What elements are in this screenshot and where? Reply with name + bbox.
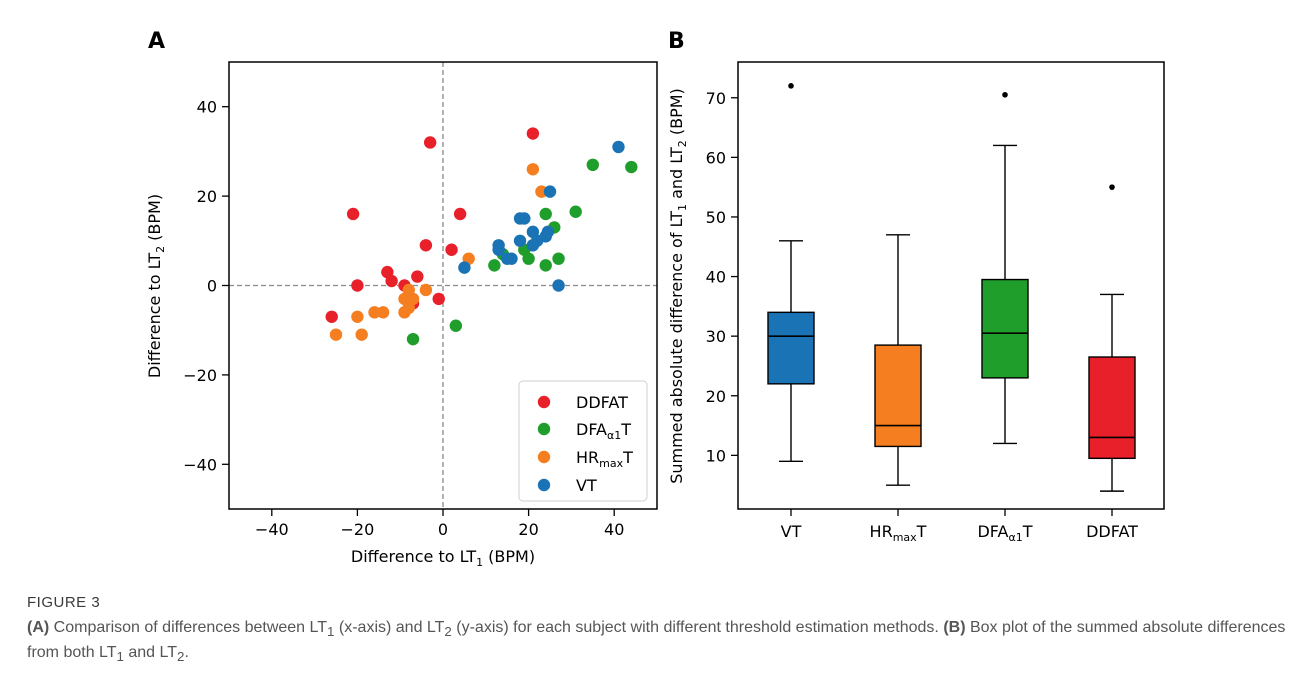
box-category-label: VT: [781, 522, 802, 541]
scatter-point: [586, 158, 599, 172]
y-tick-label: 40: [197, 98, 217, 117]
scatter-point: [513, 234, 527, 247]
scatter-point: [552, 279, 565, 292]
scatter-point: [492, 243, 505, 256]
scatter-point: [569, 205, 582, 218]
outlier-point: [788, 83, 794, 89]
scatter-point: [406, 292, 420, 306]
scatter-point: [535, 185, 548, 198]
scatter-point: [526, 163, 540, 176]
scatter-point: [445, 243, 458, 256]
scatter-point: [368, 306, 381, 319]
scatter-point: [539, 259, 552, 272]
scatter-point: [488, 259, 501, 272]
panel-label-a: A: [148, 29, 165, 54]
legend-marker: [537, 395, 551, 409]
scatter-point: [385, 274, 398, 288]
scatter-point: [526, 127, 540, 140]
outlier-point: [1002, 91, 1008, 98]
y-tick-label: −20: [183, 366, 217, 385]
box-category-label: DDFAT: [1086, 522, 1138, 541]
scatter-point: [432, 292, 445, 306]
legend-marker: [537, 422, 551, 436]
scatter-point: [449, 319, 463, 332]
scatter-point: [543, 185, 557, 198]
scatter-point: [541, 225, 555, 239]
y-tick-label: 20: [197, 187, 217, 206]
box-panel: VT HRmaxT DFAα1T DDFAT 10 20 30 40 50 60 70: [706, 61, 1165, 544]
legend-label: DFAα1T: [576, 420, 631, 442]
y-tick-label: 30: [706, 327, 726, 346]
y-tick-label: 10: [706, 446, 726, 465]
x-tick-label: −40: [255, 520, 289, 539]
scatter-point: [351, 310, 364, 323]
y-tick-label: 60: [706, 148, 726, 167]
scatter-point: [505, 252, 518, 265]
caption-text: (A) Comparison of differences between LT…: [27, 619, 1286, 665]
y-tick-label: 40: [706, 268, 726, 287]
scatter-point: [355, 328, 368, 341]
legend-marker: [537, 478, 551, 492]
figure: A B −40 −20 0 20 40 −40 −20 0 20 40 Difference to…: [145, 29, 1165, 569]
box: [981, 278, 1029, 379]
scatter-y-axis-label: Difference to LT2 (BPM): [145, 194, 167, 378]
scatter-point: [612, 140, 625, 154]
box: [767, 311, 815, 385]
y-tick-label: 50: [706, 208, 726, 227]
x-tick-label: 20: [518, 520, 538, 539]
x-tick-label: −20: [341, 520, 375, 539]
scatter-point: [625, 160, 638, 174]
scatter-point: [351, 279, 364, 292]
box: [1088, 356, 1136, 460]
scatter-point: [539, 207, 552, 221]
box: [874, 344, 922, 448]
figure-caption: FIGURE 3 (A) Comparison of differences b…: [27, 594, 1297, 667]
scatter-point: [325, 310, 338, 323]
scatter-point: [552, 252, 565, 265]
scatter-point: [406, 332, 420, 346]
y-tick-label: 70: [706, 89, 726, 108]
legend-label: VT: [576, 476, 597, 495]
legend: DDFAT DFAα1T HRmaxT VT: [518, 380, 648, 502]
x-tick-label: 40: [604, 520, 624, 539]
panel-label-b: B: [668, 29, 685, 54]
x-tick-label: 0: [438, 520, 448, 539]
scatter-point: [346, 207, 360, 221]
scatter-point: [419, 283, 433, 297]
scatter-point: [376, 306, 390, 319]
box-frame: [737, 61, 1165, 510]
y-tick-label: 20: [706, 387, 726, 406]
scatter-point: [411, 270, 424, 283]
scatter-point: [518, 212, 531, 225]
scatter-panel: −40 −20 0 20 40 −40 −20 0 20 40: [183, 61, 658, 539]
scatter-point: [453, 207, 467, 221]
legend-marker: [537, 450, 551, 464]
outlier-point: [1109, 184, 1115, 190]
y-tick-label: 0: [207, 277, 217, 296]
box-category-label: HRmaxT: [870, 522, 927, 544]
legend-label: DDFAT: [576, 393, 628, 412]
scatter-point: [329, 328, 343, 341]
scatter-point: [522, 252, 535, 265]
scatter-point: [419, 239, 433, 252]
scatter-point: [458, 261, 471, 274]
scatter-x-axis-label: Difference to LT1 (BPM): [351, 547, 535, 569]
legend-box: [518, 380, 648, 502]
legend-label: HRmaxT: [576, 448, 633, 470]
figure-number: FIGURE 3: [27, 594, 101, 611]
y-tick-label: −40: [183, 455, 217, 474]
box-category-label: DFAα1T: [977, 522, 1032, 544]
box-y-axis-label: Summed absolute difference of LT1 and LT…: [667, 88, 689, 484]
scatter-point: [423, 136, 437, 149]
